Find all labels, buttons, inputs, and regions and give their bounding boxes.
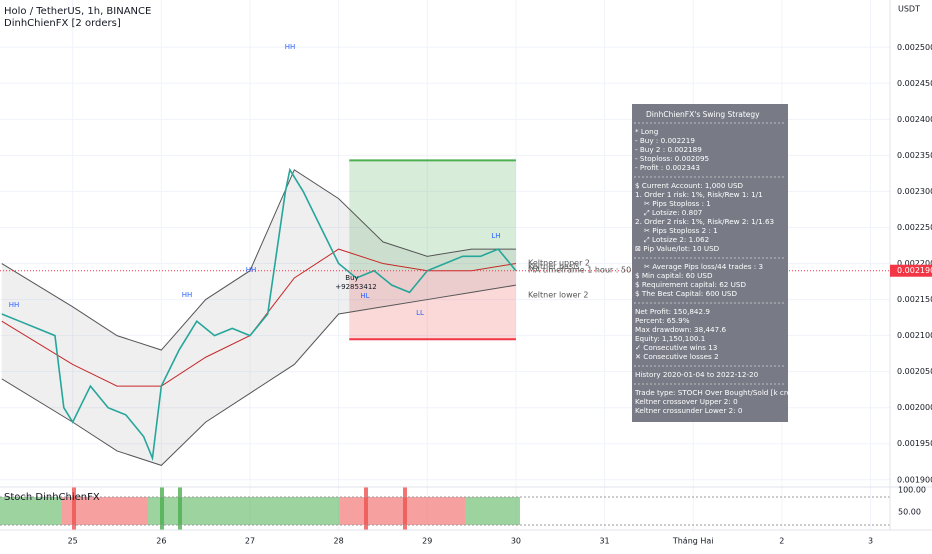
panel-line: ✓ Consecutive wins 13 — [635, 343, 717, 352]
panel-line: ⤢ Lotsize 2: 1.062 — [644, 235, 709, 244]
x-tick-label: 25 — [68, 537, 78, 546]
annotation: HH — [285, 43, 296, 51]
panel-line: ✕ Consecutive losses 2 — [635, 352, 719, 361]
panel-line: ⊠ Pip Value/lot: 10 USD — [635, 244, 720, 253]
x-tick-label: Tháng Hai — [672, 537, 714, 546]
osc-marker — [364, 487, 368, 530]
series-label: Keltner basis — [528, 262, 580, 271]
panel-line: Keltner crossover Upper 2: 0 — [635, 397, 738, 406]
panel-line: Max drawdown: 38,447.6 — [635, 325, 726, 334]
annotation: HL — [360, 292, 369, 300]
panel-line: Net Profit: 150,842.9 — [635, 307, 710, 316]
y-tick-label: 0.001900 — [897, 475, 932, 484]
y-tick-label: 0.001950 — [897, 439, 932, 448]
last-price-tag — [890, 264, 932, 277]
osc-marker — [160, 487, 164, 530]
annotation: Buy — [345, 274, 358, 282]
panel-line: - Buy : 0.002219 — [635, 136, 695, 145]
panel-line: Equity: 1,150,100.1 — [635, 334, 705, 343]
oscillator-title: Stoch DinhChienFX — [4, 492, 100, 503]
series-line — [1, 167, 517, 462]
last-price-label: 0.002190 — [897, 266, 932, 275]
x-tick-label: 2 — [779, 537, 784, 546]
x-tick-label: 26 — [156, 537, 166, 546]
annotation: HH — [182, 291, 193, 299]
panel-line: - Buy 2 : 0.002189 — [635, 145, 702, 154]
panel-line: $ Requirement capital: 62 USD — [635, 280, 746, 289]
ma-label: MA timeframe 1 hour : 50 — [528, 266, 631, 275]
panel-line: 1. Order 1 risk: 1%, Risk/Rew 1: 1/1 — [635, 190, 763, 199]
symbol: Holo / TetherUS, 1h, BINANCE — [4, 6, 151, 17]
osc-marker — [72, 487, 76, 530]
panel-line: $ The Best Capital: 600 USD — [635, 289, 737, 298]
osc-zone — [62, 497, 148, 525]
series-line — [1, 284, 516, 466]
y-tick-label: 0.002300 — [897, 187, 932, 196]
x-tick-label: 28 — [334, 537, 344, 546]
osc-marker — [178, 487, 182, 530]
panel-line: Percent: 65.9% — [635, 316, 690, 325]
annotation: LH — [491, 232, 500, 240]
panel-line: ✂ Average Pips loss/44 trades : 3 — [644, 262, 763, 271]
indicator: DinhChienFX [2 orders] — [4, 18, 121, 29]
annotation: HH — [246, 266, 257, 274]
y-tick-label: 0.002200 — [897, 259, 932, 268]
osc-zone — [148, 497, 340, 525]
osc-tick: 100.00 — [898, 486, 926, 495]
info-panel — [632, 104, 788, 422]
y-tick-label: 0.002150 — [897, 295, 932, 304]
y-tick-label: 0.002400 — [897, 115, 932, 124]
x-tick-label: 29 — [422, 537, 432, 546]
panel-line: ⤢ Lotsize: 0.807 — [644, 208, 702, 217]
annotation: HH — [9, 301, 20, 309]
loss-zone — [349, 270, 516, 340]
osc-zone — [0, 497, 62, 525]
panel-line: $ Current Account: 1,000 USD — [635, 181, 744, 190]
x-tick-label: 30 — [511, 537, 521, 546]
y-tick-label: 0.002500 — [897, 43, 932, 52]
series-label: Keltner lower 2 — [528, 291, 588, 300]
y-tick-label: 0.002250 — [897, 223, 932, 232]
panel-line: Trade type: STOCH Over Bought/Sold [k cr… — [634, 388, 808, 397]
x-tick-label: 27 — [245, 537, 255, 546]
panel-line: $ Min capital: 60 USD — [635, 271, 713, 280]
y-tick-label: 0.002450 — [897, 79, 932, 88]
series-line — [1, 169, 516, 351]
y-tick-label: 0.002050 — [897, 367, 932, 376]
y-tick-label: 0.002100 — [897, 331, 932, 340]
osc-zone — [340, 497, 465, 525]
panel-line: Keltner crossunder Lower 2: 0 — [635, 406, 743, 415]
panel-line: * Long — [635, 127, 658, 136]
y-tick-label: 0.002000 — [897, 403, 932, 412]
panel-line: - Profit : 0.002343 — [635, 163, 700, 172]
series-line — [1, 248, 516, 387]
currency: USDT — [898, 5, 920, 14]
panel-line: ✂ Pips Stoploss : 1 — [644, 199, 711, 208]
panel-line: 2. Order 2 risk: 1%, Risk/Rew 2: 1/1.63 — [635, 217, 774, 226]
y-tick-label: 0.002350 — [897, 151, 932, 160]
panel-line: ✂ Pips Stoploss 2 : 1 — [644, 226, 718, 235]
x-tick-label: 31 — [599, 537, 609, 546]
panel-line: - Stoploss: 0.002095 — [635, 154, 709, 163]
annotation: +92853412 — [335, 283, 377, 291]
osc-zone — [465, 497, 520, 525]
annotation: LL — [416, 309, 424, 317]
x-tick-label: 3 — [868, 537, 873, 546]
osc-tick: 50.00 — [898, 508, 921, 517]
panel-line: History 2020-01-04 to 2022-12-20 — [635, 370, 759, 379]
plot — [0, 159, 890, 530]
osc-marker — [403, 487, 407, 530]
series-label: Keltner upper 2 — [528, 259, 590, 268]
panel-title: DinhChienFX's Swing Strategy — [646, 110, 760, 119]
